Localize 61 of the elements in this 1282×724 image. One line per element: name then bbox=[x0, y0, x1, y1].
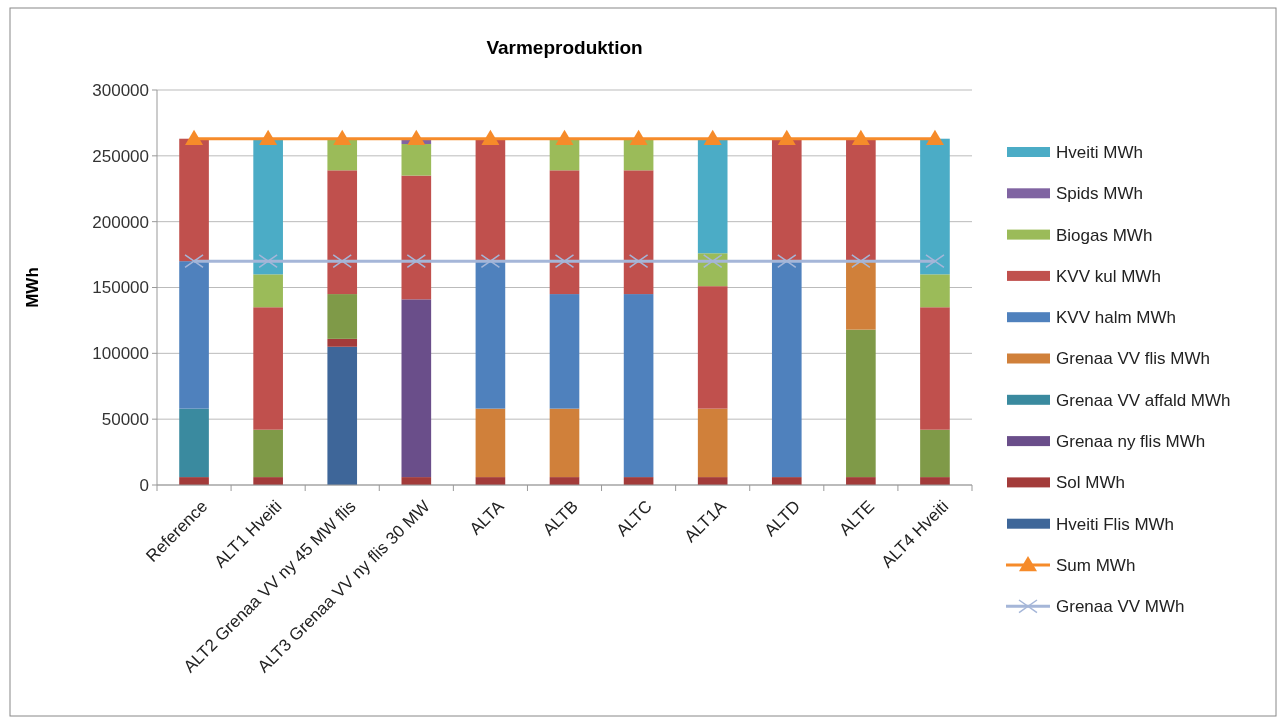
bar bbox=[920, 138, 950, 275]
bar bbox=[920, 274, 950, 308]
legend-label: Sol MWh bbox=[1056, 473, 1125, 493]
bar bbox=[846, 261, 876, 330]
bar bbox=[401, 143, 432, 176]
y-tick-label: 100000 bbox=[92, 344, 149, 364]
bar bbox=[327, 346, 358, 485]
bar bbox=[253, 138, 283, 275]
bar bbox=[697, 138, 728, 254]
bar bbox=[253, 307, 283, 430]
bar bbox=[327, 338, 358, 347]
bar bbox=[697, 408, 728, 478]
bar bbox=[475, 138, 506, 262]
chart-title: Varmeproduktion bbox=[486, 37, 643, 58]
bar bbox=[401, 299, 432, 478]
bar bbox=[179, 138, 209, 262]
bar bbox=[179, 477, 209, 485]
legend-label: Grenaa ny flis MWh bbox=[1056, 432, 1206, 452]
bar bbox=[771, 477, 802, 485]
bar bbox=[549, 170, 580, 295]
y-tick-label: 150000 bbox=[92, 278, 149, 298]
bar bbox=[771, 261, 802, 478]
legend-label: Hveiti MWh bbox=[1056, 142, 1143, 162]
legend-label: Grenaa VV flis MWh bbox=[1056, 349, 1210, 369]
y-tick-label: 50000 bbox=[101, 410, 149, 430]
bar bbox=[549, 408, 580, 478]
bar bbox=[697, 477, 728, 485]
y-tick-label: 250000 bbox=[92, 146, 149, 166]
bar bbox=[327, 170, 358, 295]
legend-label: KVV kul MWh bbox=[1056, 266, 1161, 286]
bar bbox=[549, 294, 580, 409]
bar bbox=[771, 138, 802, 262]
y-tick-label: 300000 bbox=[92, 80, 149, 100]
legend-label: Hveiti Flis MWh bbox=[1056, 514, 1175, 534]
bar bbox=[253, 477, 283, 485]
bar bbox=[920, 429, 950, 478]
legend-label: Grenaa VV affald MWh bbox=[1056, 390, 1231, 410]
legend-label: KVV halm MWh bbox=[1056, 308, 1176, 328]
y-axis-title: MWh bbox=[23, 267, 42, 308]
y-tick-label: 200000 bbox=[92, 212, 149, 232]
bar bbox=[327, 294, 358, 339]
bar bbox=[475, 261, 506, 409]
bar bbox=[401, 175, 432, 300]
bar bbox=[846, 329, 876, 478]
bar bbox=[920, 477, 950, 485]
legend-label: Biogas MWh bbox=[1056, 225, 1153, 245]
bar bbox=[846, 138, 876, 262]
bar bbox=[846, 477, 876, 485]
legend-label: Sum MWh bbox=[1056, 555, 1136, 575]
bar bbox=[920, 307, 950, 430]
legend-label: Grenaa VV MWh bbox=[1056, 597, 1185, 617]
y-tick-label: 0 bbox=[139, 475, 149, 495]
bar bbox=[253, 429, 283, 478]
bar bbox=[475, 408, 506, 478]
legend-label: Spids MWh bbox=[1056, 184, 1143, 204]
bar bbox=[179, 408, 209, 478]
bar bbox=[179, 261, 209, 409]
bar bbox=[623, 170, 654, 295]
bar bbox=[623, 294, 654, 478]
bar bbox=[253, 274, 283, 308]
bar bbox=[697, 286, 728, 409]
